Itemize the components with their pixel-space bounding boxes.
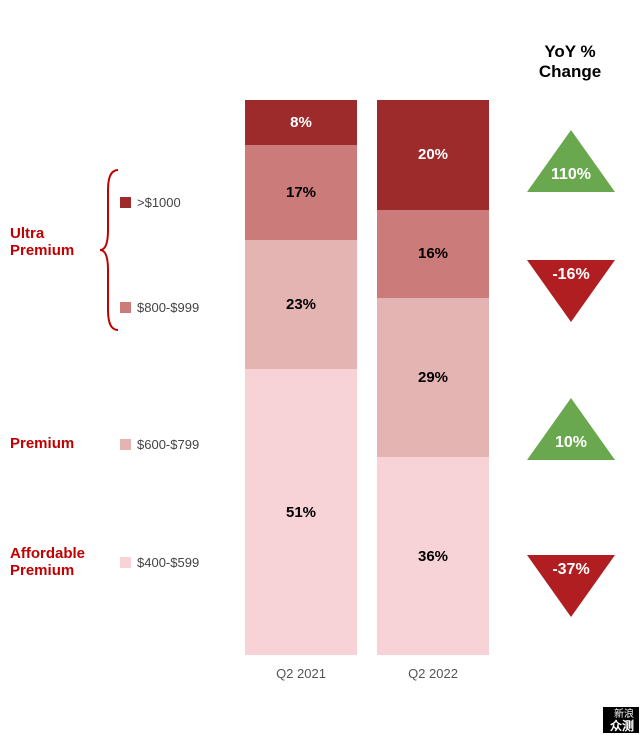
legend-label: $400-$599 bbox=[137, 555, 199, 570]
bar-plot-area: 8%17%23%51% 20%16%29%36% Q2 2021 Q2 2022 bbox=[235, 100, 490, 655]
brace-ultra-premium bbox=[100, 170, 120, 330]
legend-column: Ultra Premium Premium Affordable Premium… bbox=[0, 0, 220, 735]
legend-label: >$1000 bbox=[137, 195, 181, 210]
bar-segment-p400: 36% bbox=[377, 457, 489, 655]
legend-item-gt1000: >$1000 bbox=[120, 195, 181, 210]
bar-segment-gt1000: 8% bbox=[245, 100, 357, 145]
legend-item-600-799: $600-$799 bbox=[120, 437, 199, 452]
bar-segment-p800: 17% bbox=[245, 145, 357, 240]
x-axis-label: Q2 2022 bbox=[377, 666, 489, 681]
bar-segment-p400: 51% bbox=[245, 369, 357, 655]
category-affordable-premium: Affordable Premium bbox=[10, 545, 85, 580]
legend-swatch-icon bbox=[120, 302, 131, 313]
bar-q2-2022: 20%16%29%36% bbox=[377, 100, 489, 655]
yoy-change-header: YoY % Change bbox=[510, 42, 630, 83]
stacked-bar-chart: Ultra Premium Premium Affordable Premium… bbox=[0, 0, 643, 735]
bar-q2-2021: 8%17%23%51% bbox=[245, 100, 357, 655]
bar-segment-p600: 29% bbox=[377, 298, 489, 457]
yoy-value: -16% bbox=[527, 266, 615, 284]
watermark: 新浪 众测 bbox=[603, 707, 639, 733]
legend-item-400-599: $400-$599 bbox=[120, 555, 199, 570]
x-axis-label: Q2 2021 bbox=[245, 666, 357, 681]
bar-segment-gt1000: 20% bbox=[377, 100, 489, 210]
legend-swatch-icon bbox=[120, 439, 131, 450]
watermark-line-2: 众测 bbox=[610, 719, 634, 733]
yoy-value: 10% bbox=[527, 434, 615, 452]
legend-swatch-icon bbox=[120, 197, 131, 208]
yoy-value: -37% bbox=[527, 561, 615, 579]
legend-label: $600-$799 bbox=[137, 437, 199, 452]
category-ultra-premium: Ultra Premium bbox=[10, 225, 74, 260]
category-premium: Premium bbox=[10, 435, 74, 452]
legend-label: $800-$999 bbox=[137, 300, 199, 315]
legend-item-800-999: $800-$999 bbox=[120, 300, 199, 315]
legend-swatch-icon bbox=[120, 557, 131, 568]
yoy-value: 110% bbox=[527, 166, 615, 184]
bar-segment-p600: 23% bbox=[245, 240, 357, 369]
bar-segment-p800: 16% bbox=[377, 210, 489, 298]
